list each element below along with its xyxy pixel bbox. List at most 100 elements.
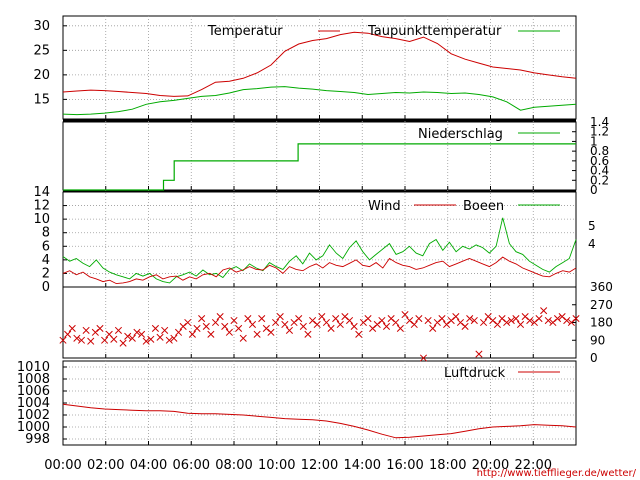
y-tick-label: 4 [42,253,50,268]
right-tick-label: 1.2 [590,125,609,139]
wind-direction-marker [322,318,330,327]
legend-label: Wind [368,199,401,214]
wind-direction-marker [174,328,183,336]
wind-direction-marker [470,316,478,325]
wind-direction-marker [382,322,391,330]
source-url: http://www.tiefflieger.de/wetter/ [477,468,637,479]
y-tick-label: 1010 [17,360,50,375]
y-tick-label: 20 [33,68,50,83]
y-tick-label: 1004 [17,396,50,411]
wind-direction-marker [318,313,326,321]
wind-direction-marker [114,326,123,334]
wind-direction-marker [285,326,294,334]
wind-direction-marker [438,315,446,323]
wind-direction-marker [345,316,354,325]
wind-direction-marker [64,330,72,338]
wind-direction-marker [207,330,215,338]
wind-direction-marker [225,328,233,336]
y-tick-label: 1006 [17,384,50,399]
series-line-niederschlag [63,143,576,191]
x-tick-label: 02:00 [87,458,124,473]
wind-direction-marker [355,330,363,338]
y-tick-label: 15 [33,92,50,107]
wind-direction-marker [507,316,515,325]
right-tick-label: 1 [590,134,598,148]
series-line-taupunkttemperatur [62,86,577,116]
legend-label: Luftdruck [444,366,506,381]
wind-direction-marker [59,336,67,344]
right-tick-label: 0.4 [590,164,609,178]
legend-label: Taupunkttemperatur [367,24,502,39]
x-tick-label: 14:00 [344,458,381,473]
series-line-luftdruck [62,403,577,439]
wind-direction-marker [253,330,261,338]
wind-direction-marker [332,315,340,323]
y-tick-label: 1002 [17,408,50,423]
right-tick-label: 0 [590,351,598,365]
wind-direction-marker [244,315,252,323]
x-tick-label: 06:00 [173,458,210,473]
wind-direction-marker [133,328,141,336]
wind-direction-marker [475,350,483,358]
wind-direction-marker [188,330,196,338]
y-tick-label: 10 [33,212,50,227]
y-tick-label: 1008 [17,372,50,387]
wind-direction-marker [512,315,520,323]
panel-divider [63,119,576,122]
wind-direction-marker [230,316,238,325]
wind-direction-marker [415,315,423,323]
wind-direction-marker [142,337,150,345]
wind-direction-marker [401,311,409,319]
wind-direction-marker [147,335,155,343]
y-tick-label: 14 [33,185,50,200]
wind-direction-marker [452,313,460,321]
wind-direction-marker [526,316,534,325]
wind-direction-marker [424,316,432,325]
wind-direction-marker [480,318,488,327]
y-tick-label: 8 [42,226,50,241]
wind-direction-marker [267,328,275,336]
wind-direction-marker [110,335,118,343]
wind-direction-marker [198,315,206,323]
wind-direction-marker [410,320,418,329]
wind-direction-marker [493,320,501,329]
wind-direction-marker [304,330,312,338]
wind-direction-marker [272,318,280,327]
right-tick-label: 90 [590,333,605,347]
wind-direction-marker [248,320,257,329]
wind-direction-marker [170,334,178,342]
wind-direction-marker [193,324,201,332]
right-tick-label: 0.8 [590,144,609,158]
right-tick-label: 5 [588,219,596,233]
right-tick-label: 1.4 [590,115,609,129]
wind-direction-marker [336,320,344,329]
y-tick-label: 2 [42,266,50,281]
y-tick-label: 6 [42,239,50,254]
right-tick-label: 0 [590,183,598,197]
y-tick-label: 1000 [17,420,50,435]
wind-direction-marker [572,315,580,323]
wind-direction-marker [516,320,525,329]
wind-direction-marker [82,326,90,334]
wind-direction-marker [429,324,437,332]
x-tick-label: 10:00 [258,458,295,473]
y-tick-label: 30 [33,19,50,34]
legend-label: Boeen [463,199,504,214]
wind-direction-marker [553,315,562,323]
right-tick-label: 0.2 [590,173,609,187]
wind-direction-marker [68,324,76,332]
series-line-boeen [62,217,577,284]
wind-direction-marker [392,318,400,327]
x-tick-label: 20:00 [472,458,509,473]
wind-direction-marker [235,324,243,332]
wind-direction-marker [161,326,169,334]
x-tick-label: 22:00 [515,458,552,473]
x-tick-label: 08:00 [215,458,252,473]
wind-direction-marker [503,318,511,327]
right-tick-label: 360 [590,280,613,294]
legend-label: Niederschlag [418,127,503,142]
wind-direction-marker [461,322,469,330]
right-tick-label: 270 [590,298,613,312]
wind-direction-marker [211,318,220,327]
wind-direction-marker [151,324,159,332]
